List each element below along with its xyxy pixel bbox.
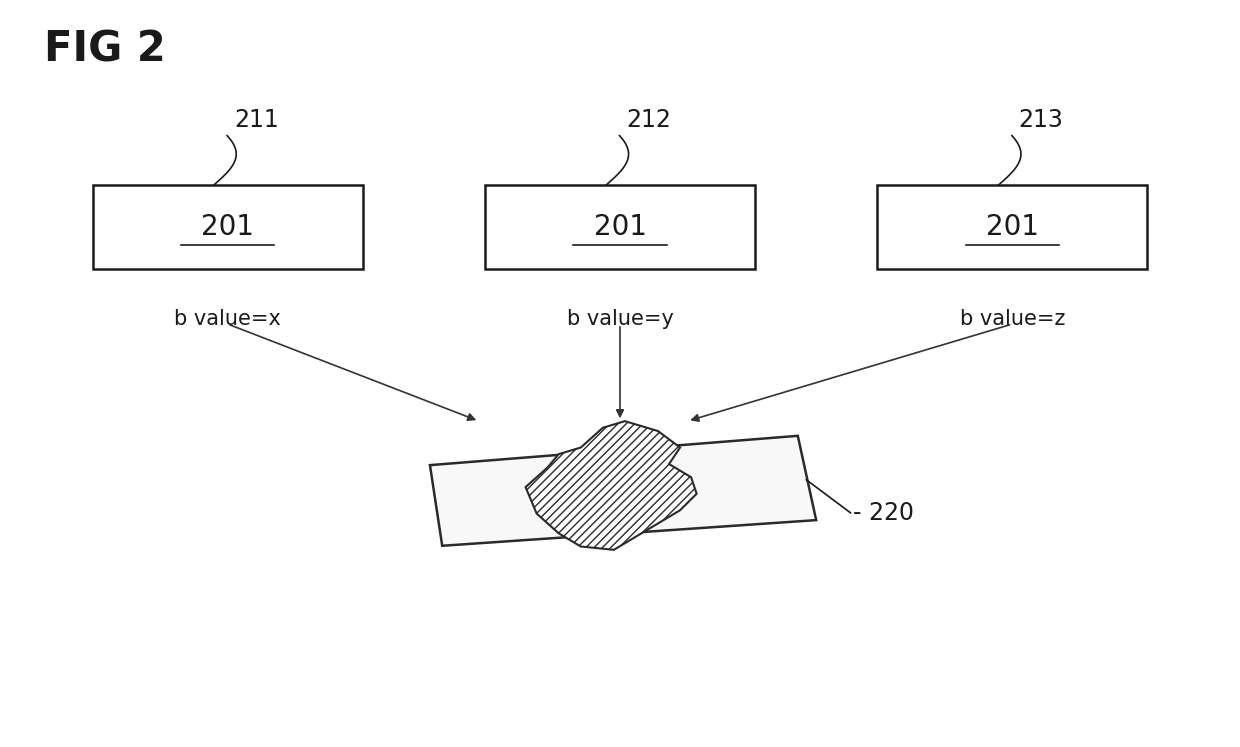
Text: 201: 201 xyxy=(201,213,254,241)
Bar xyxy=(878,185,1147,269)
Text: b value=z: b value=z xyxy=(960,309,1065,329)
Polygon shape xyxy=(526,421,697,550)
Text: - 220: - 220 xyxy=(853,500,914,525)
Bar xyxy=(485,185,755,269)
Polygon shape xyxy=(430,436,816,546)
Text: 201: 201 xyxy=(986,213,1039,241)
Text: 212: 212 xyxy=(626,108,671,132)
Bar xyxy=(93,185,362,269)
Text: 211: 211 xyxy=(234,108,279,132)
Text: b value=x: b value=x xyxy=(174,309,281,329)
Text: 201: 201 xyxy=(594,213,646,241)
Text: FIG 2: FIG 2 xyxy=(43,29,165,71)
Text: 213: 213 xyxy=(1018,108,1064,132)
Text: b value=y: b value=y xyxy=(567,309,673,329)
